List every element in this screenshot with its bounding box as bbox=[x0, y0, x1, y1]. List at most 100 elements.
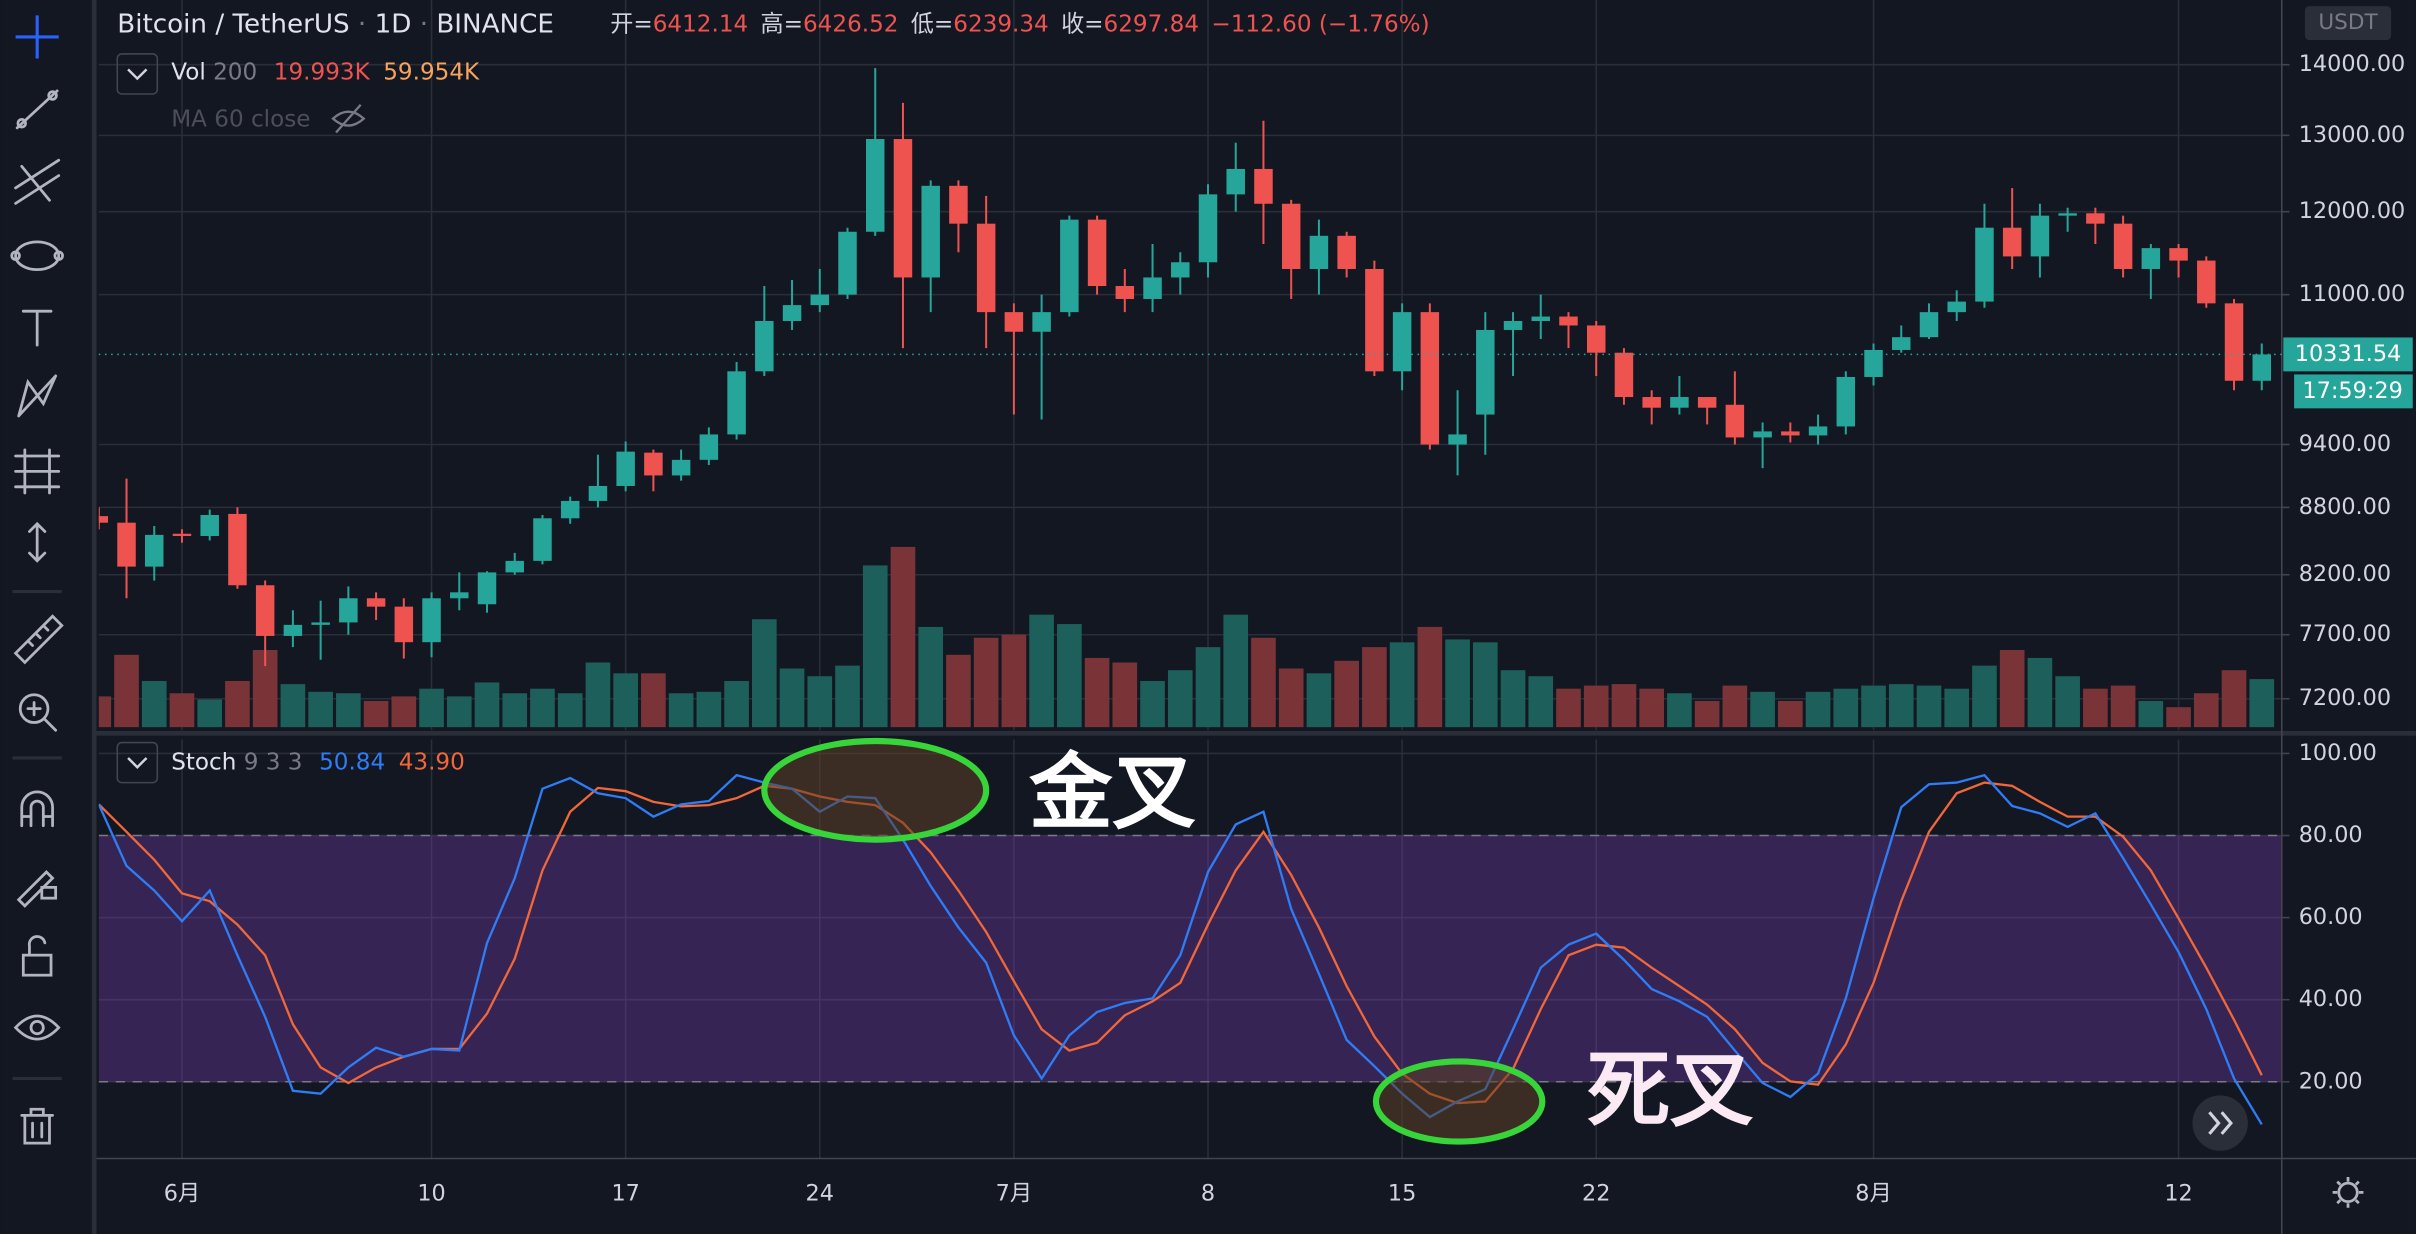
shape-tool[interactable] bbox=[10, 240, 64, 271]
volume-bar bbox=[751, 619, 777, 728]
volume-bar bbox=[1389, 642, 1415, 728]
candle-body bbox=[1143, 277, 1162, 299]
volume-bar bbox=[169, 693, 195, 728]
volume-bar bbox=[641, 673, 666, 728]
trend-line-tool[interactable] bbox=[15, 89, 59, 130]
measure-arrow-tool[interactable] bbox=[28, 521, 47, 563]
candle-body bbox=[2252, 354, 2271, 381]
candle-body bbox=[560, 500, 580, 519]
collapse-button[interactable] bbox=[116, 741, 159, 784]
lock-draw-tool[interactable] bbox=[16, 870, 58, 908]
annotation-ellipse bbox=[1372, 1058, 1546, 1145]
settings-button[interactable] bbox=[2332, 1176, 2364, 1208]
visibility-tool[interactable] bbox=[13, 1014, 61, 1041]
candle-body bbox=[2058, 213, 2077, 216]
y-tick-label: 7200.00 bbox=[2299, 685, 2391, 711]
annotation-text: 金叉 bbox=[1028, 744, 1195, 841]
volume-bar bbox=[946, 654, 971, 728]
candle-body bbox=[810, 294, 830, 306]
volume-bar bbox=[2166, 707, 2191, 728]
candle-body bbox=[1919, 312, 1939, 338]
candle-body bbox=[1503, 321, 1523, 330]
candle-body bbox=[782, 305, 802, 322]
fib-tool[interactable] bbox=[14, 158, 61, 205]
volume-bar bbox=[141, 681, 167, 728]
x-tick-label: 12 bbox=[2164, 1180, 2192, 1206]
candle-body bbox=[145, 534, 164, 567]
candle-body bbox=[1115, 286, 1135, 299]
candle-body bbox=[1309, 235, 1329, 269]
stoch-band bbox=[98, 835, 2282, 1082]
volume-bar bbox=[2193, 693, 2219, 728]
candle-body bbox=[1975, 227, 1994, 302]
toolbar bbox=[0, 0, 97, 1234]
candle-body bbox=[172, 533, 192, 536]
candle-body bbox=[921, 185, 940, 278]
volume-bar bbox=[1694, 700, 1720, 728]
volume-bar bbox=[114, 654, 139, 728]
volume-bar bbox=[1112, 662, 1138, 728]
hidden-icon[interactable] bbox=[331, 103, 366, 134]
candle-body bbox=[1198, 194, 1218, 263]
volume-bar bbox=[1805, 691, 1831, 728]
candle-body bbox=[1697, 397, 1717, 408]
prediction-tool[interactable] bbox=[14, 448, 61, 495]
candle-body bbox=[976, 223, 996, 313]
y-tick-label: 9400.00 bbox=[2299, 431, 2391, 457]
volume-bar bbox=[1999, 650, 2025, 728]
stoch-band-layer bbox=[98, 834, 2282, 1083]
currency-badge[interactable] bbox=[2304, 6, 2392, 41]
volume-bar bbox=[1833, 688, 1859, 728]
volume-bar bbox=[1972, 665, 1997, 728]
text-tool[interactable] bbox=[21, 309, 53, 347]
candle-body bbox=[1753, 431, 1772, 438]
candle-body bbox=[2086, 213, 2105, 224]
volume-bar bbox=[1057, 624, 1082, 728]
change: −112.60 (−1.76%) bbox=[1211, 11, 1429, 37]
candle-body bbox=[1531, 316, 1551, 322]
candle-body bbox=[366, 598, 386, 607]
stoch-legend: Stoch 9 3 3 50.84 43.90 bbox=[171, 749, 465, 775]
volume-bar bbox=[1611, 684, 1637, 728]
y-tick-label: 7700.00 bbox=[2299, 621, 2391, 647]
crosshair-tool[interactable] bbox=[15, 15, 59, 59]
candle-body bbox=[228, 513, 247, 586]
candle-body bbox=[1004, 312, 1024, 332]
candle-body bbox=[1947, 301, 1966, 313]
volume-bar bbox=[668, 693, 694, 728]
volume-bar bbox=[1528, 676, 1554, 728]
pattern-tool[interactable] bbox=[17, 374, 58, 418]
candle-body bbox=[1060, 219, 1079, 313]
collapse-button[interactable] bbox=[116, 53, 159, 95]
zoom-tool[interactable] bbox=[18, 693, 58, 732]
volume-bar bbox=[308, 691, 333, 728]
candle-body bbox=[1725, 404, 1745, 438]
volume-bar bbox=[862, 565, 888, 728]
volume-bar bbox=[474, 682, 500, 728]
volume-bar bbox=[696, 691, 722, 728]
candle-body bbox=[1254, 168, 1273, 204]
candle-body bbox=[450, 592, 469, 599]
volume-bar bbox=[1750, 691, 1775, 728]
ma-legend: MA 60 close bbox=[171, 107, 310, 133]
y-tick-label: 40.00 bbox=[2299, 986, 2363, 1012]
candle-body bbox=[1476, 329, 1495, 415]
volume-bar bbox=[2027, 657, 2053, 728]
last-price-badge bbox=[2283, 337, 2413, 372]
lock-tool[interactable] bbox=[21, 935, 53, 977]
magnet-tool[interactable] bbox=[20, 790, 54, 828]
ruler-tool[interactable] bbox=[13, 614, 64, 665]
volume-bar bbox=[280, 684, 306, 728]
volume-params: 200 bbox=[213, 59, 257, 85]
delete-tool[interactable] bbox=[20, 1107, 54, 1145]
volume-bar bbox=[363, 700, 389, 728]
candle-body bbox=[616, 451, 635, 486]
candle-body bbox=[2141, 248, 2161, 269]
volume-bar bbox=[1251, 637, 1276, 728]
candle-body bbox=[2002, 227, 2022, 257]
candle-body bbox=[1032, 312, 1051, 332]
candle-body bbox=[1614, 352, 1634, 398]
volume-bar bbox=[779, 668, 805, 728]
volume-bar bbox=[1306, 673, 1332, 728]
candle-body bbox=[1420, 312, 1440, 445]
